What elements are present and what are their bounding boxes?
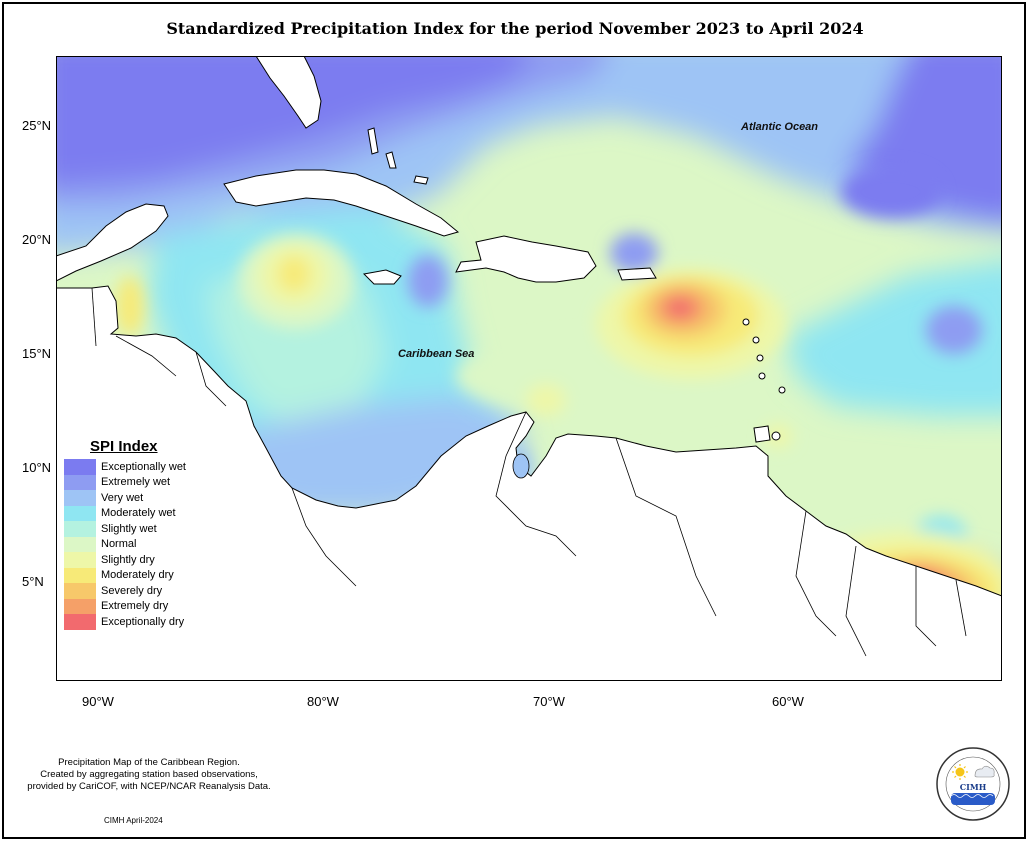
- legend-swatch: [64, 598, 96, 614]
- cimh-logo: CIMH: [936, 747, 1010, 821]
- legend-swatch: [64, 583, 96, 599]
- legend-item: Slightly wet: [64, 521, 204, 537]
- footer-date: CIMH April-2024: [104, 816, 163, 825]
- spi-spot-east-atlantic-wet: [926, 306, 982, 354]
- legend-item: Exceptionally dry: [64, 614, 204, 630]
- spi-spot-northeast-atlantic-wet: [841, 166, 941, 218]
- legend-item: Extremely dry: [64, 598, 204, 614]
- lon-label-60w: 60°W: [772, 694, 804, 709]
- map-footer: Precipitation Map of the Caribbean Regio…: [4, 757, 294, 793]
- land-jamaica: [362, 269, 402, 285]
- legend-swatch: [64, 536, 96, 552]
- lat-label-5n: 5°N: [22, 574, 44, 589]
- legend-label: Very wet: [101, 491, 144, 504]
- map-axes-frame: [56, 56, 1002, 681]
- land-antilles-5: [778, 386, 786, 394]
- spi-spot-curacao-slightly-dry: [526, 384, 566, 416]
- lat-label-10n: 10°N: [22, 460, 52, 475]
- footer-line-2: Created by aggregating station based obs…: [40, 769, 258, 780]
- spi-spot-hispaniola-wet: [408, 255, 448, 307]
- lat-label-20n: 20°N: [22, 232, 52, 247]
- lat-label-25n: 25°N: [22, 118, 52, 133]
- legend-item: Extremely wet: [64, 474, 204, 490]
- land-masses: [56, 56, 1002, 681]
- spi-spot-cayman-moderately-dry: [278, 256, 310, 292]
- land-antilles-4: [758, 372, 766, 380]
- land-antilles-3: [756, 354, 764, 362]
- spi-spot-belize-moderately-dry: [116, 276, 144, 336]
- legend-swatch: [64, 552, 96, 568]
- legend-swatch: [64, 614, 96, 630]
- map-title: Standardized Precipitation Index for the…: [166, 19, 864, 38]
- legend-item: Severely dry: [64, 583, 204, 599]
- legend-label: Extremely dry: [101, 600, 169, 613]
- sun-icon: [952, 764, 968, 780]
- legend-item: Normal: [64, 536, 204, 552]
- land-antilles-2: [752, 336, 760, 344]
- legend-label: Slightly dry: [101, 553, 155, 566]
- footer-line-3: provided by CariCOF, with NCEP/NCAR Rean…: [27, 781, 271, 792]
- land-antilles-1: [742, 318, 750, 326]
- legend-swatch: [64, 474, 96, 490]
- legend-label: Exceptionally wet: [101, 460, 186, 473]
- legend-label: Severely dry: [101, 584, 163, 597]
- spi-legend: SPI Index Exceptionally wet Extremely we…: [64, 438, 204, 630]
- legend-swatch: [64, 567, 96, 583]
- footer-line-1: Precipitation Map of the Caribbean Regio…: [58, 757, 240, 768]
- legend-item: Moderately wet: [64, 505, 204, 521]
- legend-item: Moderately dry: [64, 567, 204, 583]
- spi-spot-leeward-exceptionally-dry: [666, 298, 694, 318]
- legend-swatch: [64, 490, 96, 506]
- spi-map: Atlantic Ocean Caribbean Sea: [56, 56, 1002, 681]
- country-borders: [91, 287, 967, 657]
- lon-label-70w: 70°W: [533, 694, 565, 709]
- legend-swatch: [64, 505, 96, 521]
- land-hispaniola: [455, 235, 597, 283]
- legend-item: Very wet: [64, 490, 204, 506]
- land-central-south-america: [56, 285, 1002, 681]
- label-atlantic-ocean: Atlantic Ocean: [740, 121, 818, 133]
- logo-text: CIMH: [960, 782, 987, 792]
- legend-label: Normal: [101, 538, 137, 551]
- land-trinidad: [753, 425, 771, 443]
- lon-label-80w: 80°W: [307, 694, 339, 709]
- logo-water: [951, 793, 995, 805]
- land-bahamas-3: [413, 175, 429, 185]
- land-mainland: [56, 203, 169, 282]
- legend-title: SPI Index: [90, 438, 158, 455]
- spi-zone-east-moderately-wet: [786, 260, 1002, 416]
- land-antilles-6: [771, 431, 781, 441]
- legend-label: Exceptionally dry: [101, 615, 185, 628]
- legend-item: Slightly dry: [64, 552, 204, 568]
- spi-spot-puerto-rico-wet: [610, 233, 658, 273]
- legend-label: Moderately wet: [101, 507, 176, 520]
- land-puerto-rico: [617, 267, 657, 281]
- land-cuba: [223, 169, 460, 237]
- label-caribbean-sea: Caribbean Sea: [398, 348, 474, 360]
- spi-zone-north-exceptionally-wet: [56, 56, 526, 185]
- lon-label-90w: 90°W: [82, 694, 114, 709]
- legend-swatch: [64, 459, 96, 475]
- lake-maracaibo: [512, 453, 530, 479]
- land-bahamas-1: [367, 127, 379, 155]
- lat-label-15n: 15°N: [22, 346, 52, 361]
- logo-waves: [950, 794, 994, 798]
- legend-swatch: [64, 521, 96, 537]
- legend-label: Moderately dry: [101, 569, 174, 582]
- land-bahamas-2: [385, 151, 397, 169]
- legend-label: Slightly wet: [101, 522, 157, 535]
- legend-label: Extremely wet: [101, 476, 171, 489]
- legend-item: Exceptionally wet: [64, 459, 204, 475]
- cloud-icon: [974, 765, 995, 778]
- land-florida: [255, 56, 322, 129]
